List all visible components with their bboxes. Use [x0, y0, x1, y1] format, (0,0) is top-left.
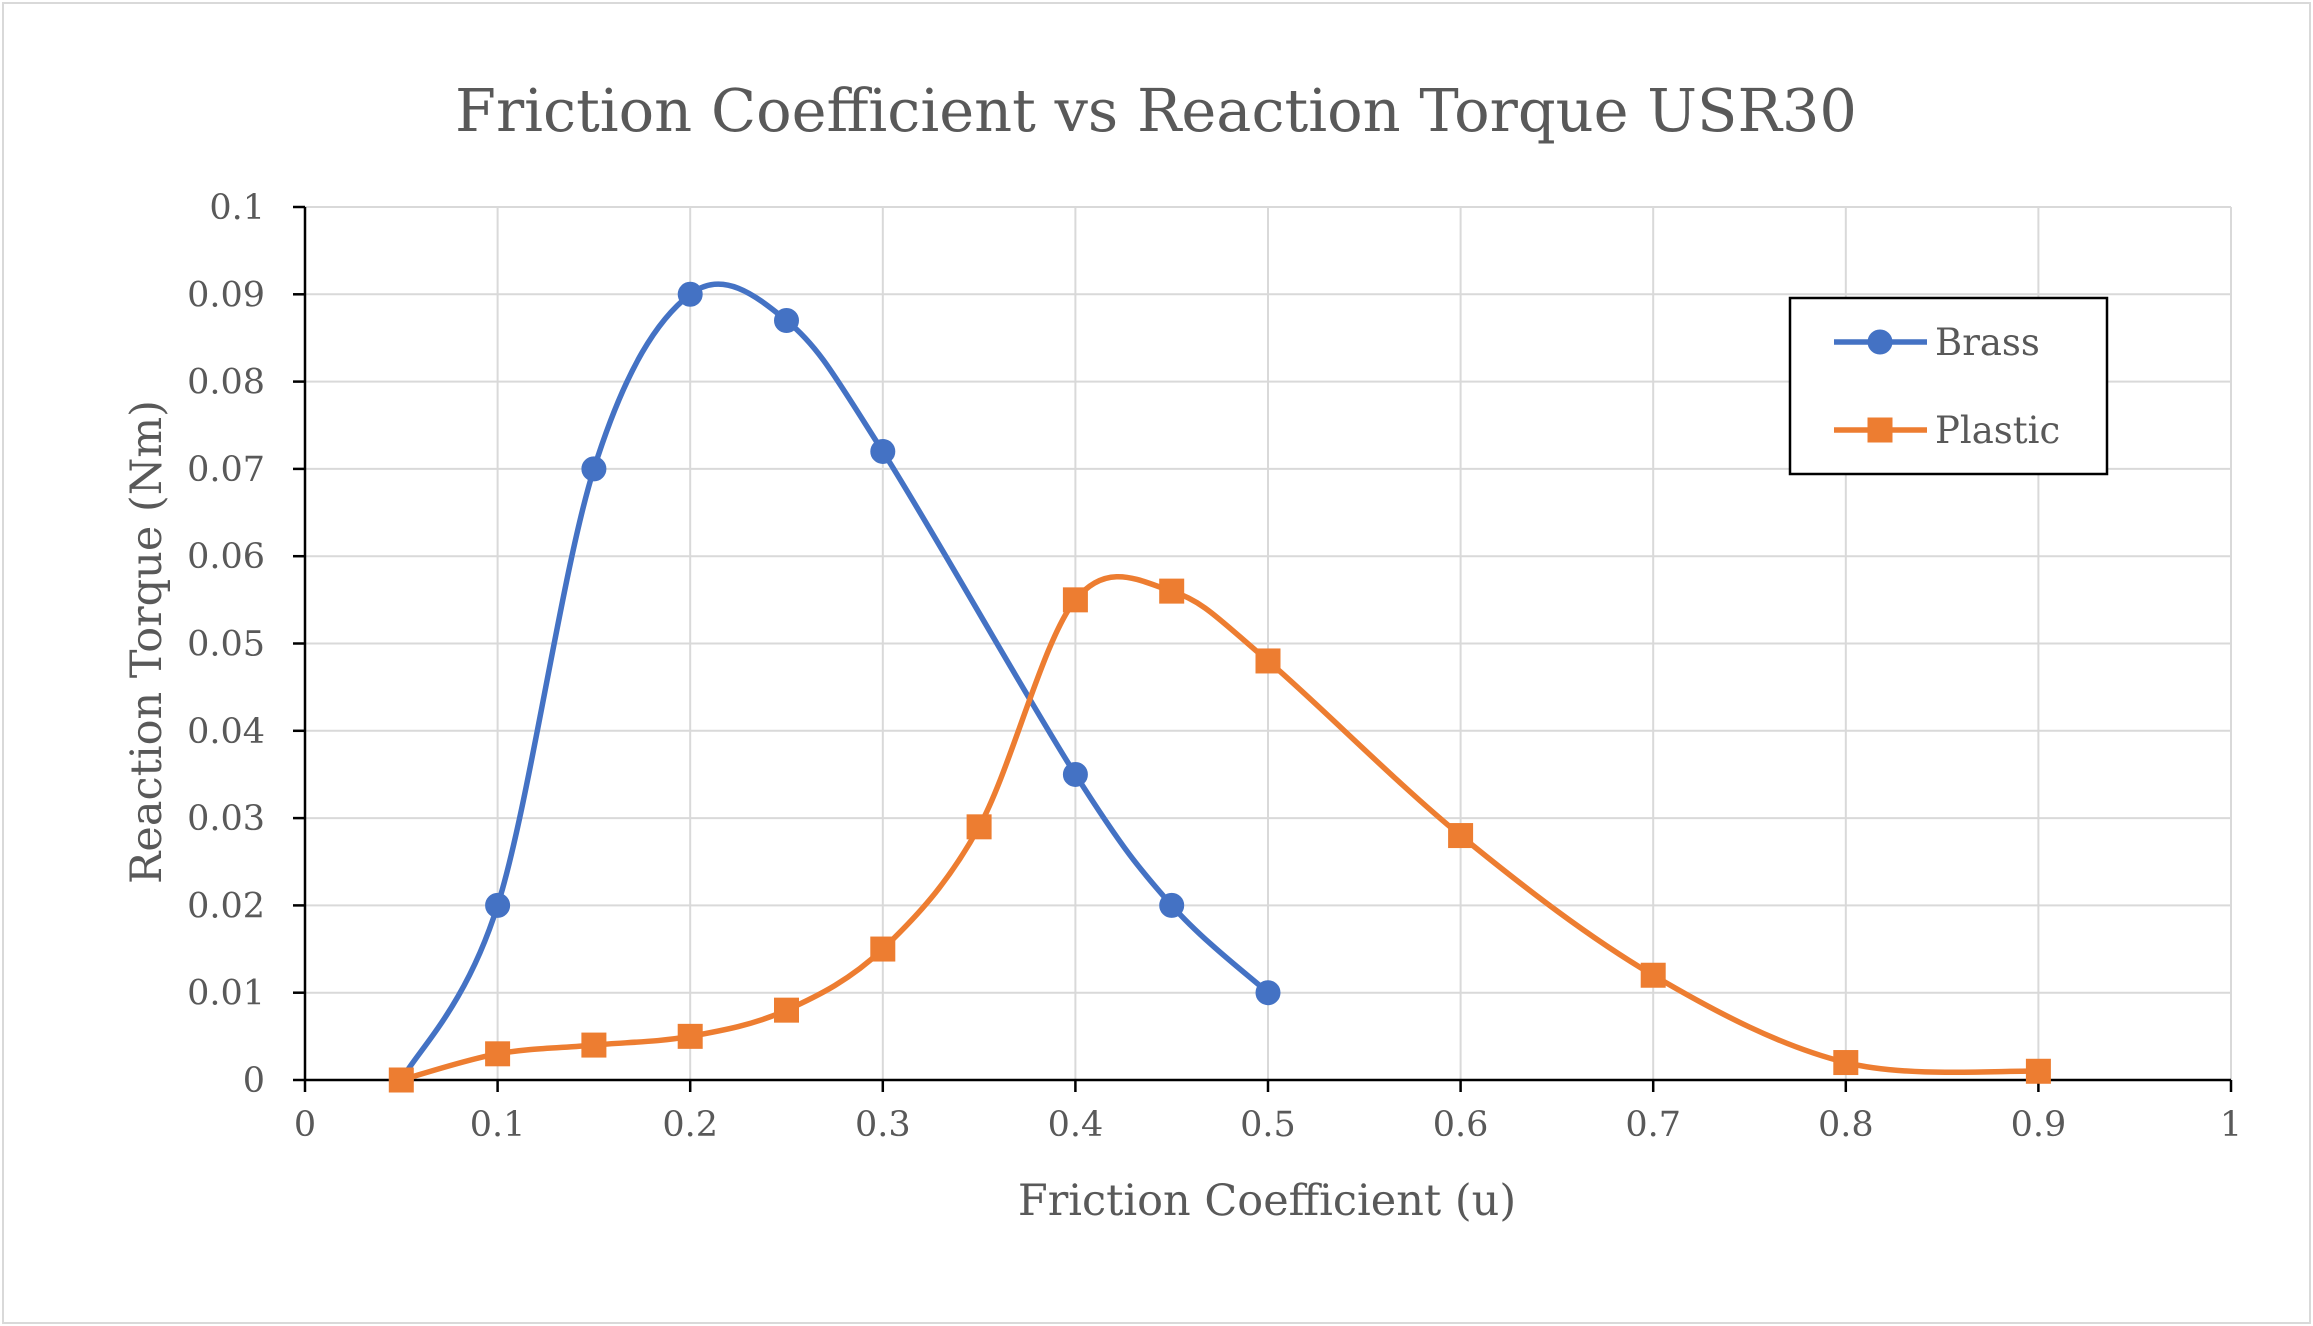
- y-tick-label: 0.06: [187, 537, 265, 577]
- y-tick-label: 0.05: [187, 625, 265, 665]
- y-tick-label: 0.1: [209, 188, 265, 228]
- y-tick-label: 0.07: [187, 450, 265, 490]
- data-point-plastic: [1448, 823, 1474, 849]
- x-tick-label: 0.1: [470, 1105, 526, 1145]
- data-point-plastic: [1833, 1050, 1859, 1076]
- data-point-brass: [485, 892, 511, 918]
- data-point-plastic: [870, 936, 896, 962]
- series-layer: [388, 281, 2051, 1093]
- legend-marker-brass: [1867, 329, 1893, 355]
- data-point-plastic: [1255, 648, 1281, 674]
- legend-items: Brass Plastic: [1834, 321, 2060, 452]
- x-tick-label: 0: [294, 1105, 316, 1145]
- data-point-brass: [581, 456, 607, 482]
- x-tick-label: 0.7: [1625, 1105, 1681, 1145]
- series-line-plastic: [398, 574, 2042, 1083]
- y-tick-label: 0.01: [187, 974, 265, 1014]
- y-tick-label: 0.08: [187, 363, 265, 403]
- x-tick-label: 0.5: [1240, 1105, 1296, 1145]
- tick-label-layer: 0 0.01 0.02 0.03 0.04 0.05 0.06 0.07 0.08 0.09 0.1…: [187, 188, 2242, 1145]
- data-point-brass: [1062, 761, 1088, 787]
- data-point-brass: [870, 438, 896, 464]
- y-tick-label: 0.09: [187, 275, 265, 315]
- data-point-brass: [1255, 980, 1281, 1006]
- data-point-plastic: [774, 997, 799, 1023]
- y-tick-label: 0.04: [187, 712, 265, 752]
- x-tick-label: 0.2: [662, 1105, 718, 1145]
- data-point-plastic: [2025, 1058, 2051, 1084]
- legend-marker-plastic: [1867, 417, 1893, 443]
- data-point-brass: [1159, 892, 1185, 918]
- x-axis-title: Friction Coefficient (u): [1018, 1176, 1516, 1226]
- data-point-brass: [774, 307, 799, 333]
- legend-box: [1788, 296, 2109, 476]
- data-point-plastic: [1062, 587, 1088, 613]
- series-plastic: [388, 574, 2051, 1093]
- x-tick-label: 0.8: [1818, 1105, 1874, 1145]
- data-point-plastic: [1159, 578, 1185, 604]
- data-point-plastic: [388, 1067, 414, 1093]
- legend: Brass Plastic: [1788, 296, 2109, 476]
- x-tick-label: 0.9: [2011, 1105, 2067, 1145]
- x-tick-label: 0.4: [1048, 1105, 1104, 1145]
- data-point-plastic: [485, 1041, 511, 1067]
- series-line-brass: [398, 281, 1271, 1083]
- data-point-plastic: [677, 1023, 703, 1049]
- data-point-plastic: [581, 1032, 607, 1058]
- x-tick-label: 1: [2220, 1105, 2242, 1145]
- legend-item-plastic: Plastic: [1834, 409, 2060, 452]
- y-tick-label: 0: [243, 1061, 265, 1101]
- legend-item-brass: Brass: [1834, 321, 2040, 364]
- y-tick-label: 0.03: [187, 799, 265, 839]
- chart-title: Friction Coefficient vs Reaction Torque …: [455, 76, 1857, 145]
- y-axis-title: Reaction Torque (Nm): [122, 400, 172, 884]
- legend-label-plastic: Plastic: [1935, 409, 2060, 452]
- data-point-plastic: [966, 814, 992, 840]
- axis-layer: [293, 205, 2233, 1092]
- legend-label-brass: Brass: [1935, 321, 2040, 364]
- data-point-plastic: [1640, 962, 1666, 988]
- x-tick-label: 0.3: [855, 1105, 911, 1145]
- x-tick-label: 0.6: [1433, 1105, 1489, 1145]
- data-point-brass: [677, 281, 703, 307]
- y-tick-label: 0.02: [187, 886, 265, 926]
- series-brass: [388, 281, 1281, 1093]
